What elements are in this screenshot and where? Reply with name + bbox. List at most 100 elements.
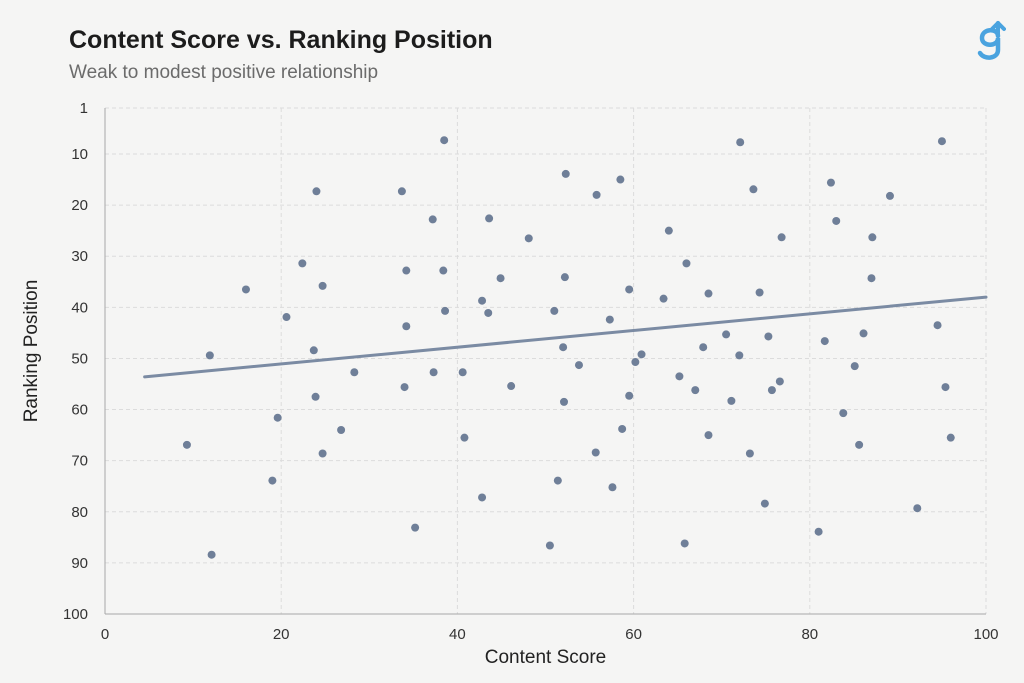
data-point bbox=[767, 386, 776, 395]
data-point bbox=[561, 169, 570, 178]
data-point bbox=[859, 329, 868, 338]
data-point bbox=[591, 448, 600, 457]
data-point bbox=[524, 234, 533, 243]
data-point bbox=[458, 368, 467, 377]
data-point bbox=[574, 361, 583, 370]
data-point bbox=[680, 539, 689, 548]
data-point bbox=[625, 285, 634, 294]
data-point bbox=[764, 332, 773, 341]
data-point bbox=[478, 493, 487, 502]
y-axis-title: Ranking Position bbox=[21, 280, 42, 423]
data-point bbox=[760, 499, 769, 508]
x-tick-label: 100 bbox=[973, 626, 998, 643]
data-point bbox=[312, 187, 321, 196]
data-point bbox=[268, 476, 277, 485]
data-point bbox=[440, 136, 449, 145]
data-point bbox=[839, 409, 848, 418]
data-point bbox=[946, 433, 955, 442]
data-point bbox=[608, 483, 617, 492]
data-point bbox=[309, 346, 318, 355]
data-point bbox=[625, 391, 634, 400]
data-point bbox=[699, 343, 708, 352]
data-point bbox=[460, 433, 469, 442]
data-point bbox=[682, 259, 691, 268]
chart-title: Content Score vs. Ranking Position bbox=[69, 26, 493, 54]
data-point bbox=[868, 233, 877, 242]
y-tick-label: 90 bbox=[71, 555, 88, 572]
data-point bbox=[727, 396, 736, 405]
data-point bbox=[560, 397, 569, 406]
data-point bbox=[428, 215, 437, 224]
data-point bbox=[913, 504, 922, 513]
data-point bbox=[637, 350, 646, 359]
data-point bbox=[205, 351, 214, 360]
data-point bbox=[441, 306, 450, 315]
data-point bbox=[207, 550, 216, 559]
data-point bbox=[777, 233, 786, 242]
data-point bbox=[850, 362, 859, 371]
data-point bbox=[402, 322, 411, 331]
data-point bbox=[439, 266, 448, 275]
data-point bbox=[282, 313, 291, 322]
data-point bbox=[337, 426, 346, 434]
data-point bbox=[182, 440, 191, 449]
data-point bbox=[429, 368, 438, 377]
data-point bbox=[298, 259, 307, 268]
data-point bbox=[618, 424, 627, 433]
data-point bbox=[704, 431, 713, 440]
data-point bbox=[318, 281, 327, 290]
data-point bbox=[241, 285, 250, 294]
data-point bbox=[550, 306, 559, 315]
y-tick-label: 50 bbox=[71, 350, 88, 367]
data-point bbox=[318, 449, 327, 458]
data-point bbox=[605, 315, 614, 324]
data-point bbox=[937, 137, 946, 146]
x-tick-label: 0 bbox=[101, 626, 109, 643]
data-point bbox=[736, 138, 745, 147]
data-point bbox=[273, 413, 282, 422]
data-point bbox=[553, 476, 562, 485]
data-point bbox=[941, 383, 950, 392]
data-point bbox=[559, 343, 568, 352]
y-tick-label: 80 bbox=[71, 504, 88, 521]
y-tick-label: 40 bbox=[71, 299, 88, 316]
data-point bbox=[755, 288, 764, 297]
x-tick-label: 80 bbox=[801, 626, 818, 643]
x-tick-label: 60 bbox=[625, 626, 642, 643]
data-point bbox=[507, 382, 516, 391]
y-tick-label: 20 bbox=[71, 197, 88, 214]
grid bbox=[105, 107, 987, 614]
data-point bbox=[820, 337, 829, 346]
data-point bbox=[675, 372, 684, 381]
data-point bbox=[745, 449, 754, 458]
data-point bbox=[402, 266, 411, 275]
data-point bbox=[704, 289, 713, 298]
data-point bbox=[350, 368, 359, 377]
data-point bbox=[400, 383, 409, 392]
data-point bbox=[722, 330, 731, 339]
data-point bbox=[545, 541, 554, 550]
x-axis-title: Content Score bbox=[485, 647, 606, 668]
y-tick-label: 100 bbox=[63, 606, 88, 623]
data-point bbox=[814, 527, 823, 536]
trendline-layer bbox=[143, 295, 988, 379]
y-tick-label: 1 bbox=[80, 100, 88, 117]
data-point bbox=[411, 523, 420, 532]
data-point bbox=[478, 296, 487, 305]
y-tick-label: 60 bbox=[71, 402, 88, 419]
x-tick-label: 20 bbox=[273, 626, 290, 643]
data-point bbox=[496, 274, 505, 283]
g-arrow-icon bbox=[974, 20, 1006, 67]
data-point bbox=[885, 191, 894, 200]
data-point bbox=[855, 440, 864, 449]
data-point bbox=[560, 273, 569, 282]
data-point bbox=[933, 321, 942, 330]
data-point bbox=[484, 308, 493, 317]
chart-subtitle: Weak to modest positive relationship bbox=[69, 62, 379, 83]
trendline bbox=[143, 295, 988, 379]
data-point bbox=[691, 386, 700, 395]
x-tick-label: 40 bbox=[449, 626, 466, 643]
data-point bbox=[631, 358, 640, 367]
y-tick-label: 30 bbox=[71, 248, 88, 265]
